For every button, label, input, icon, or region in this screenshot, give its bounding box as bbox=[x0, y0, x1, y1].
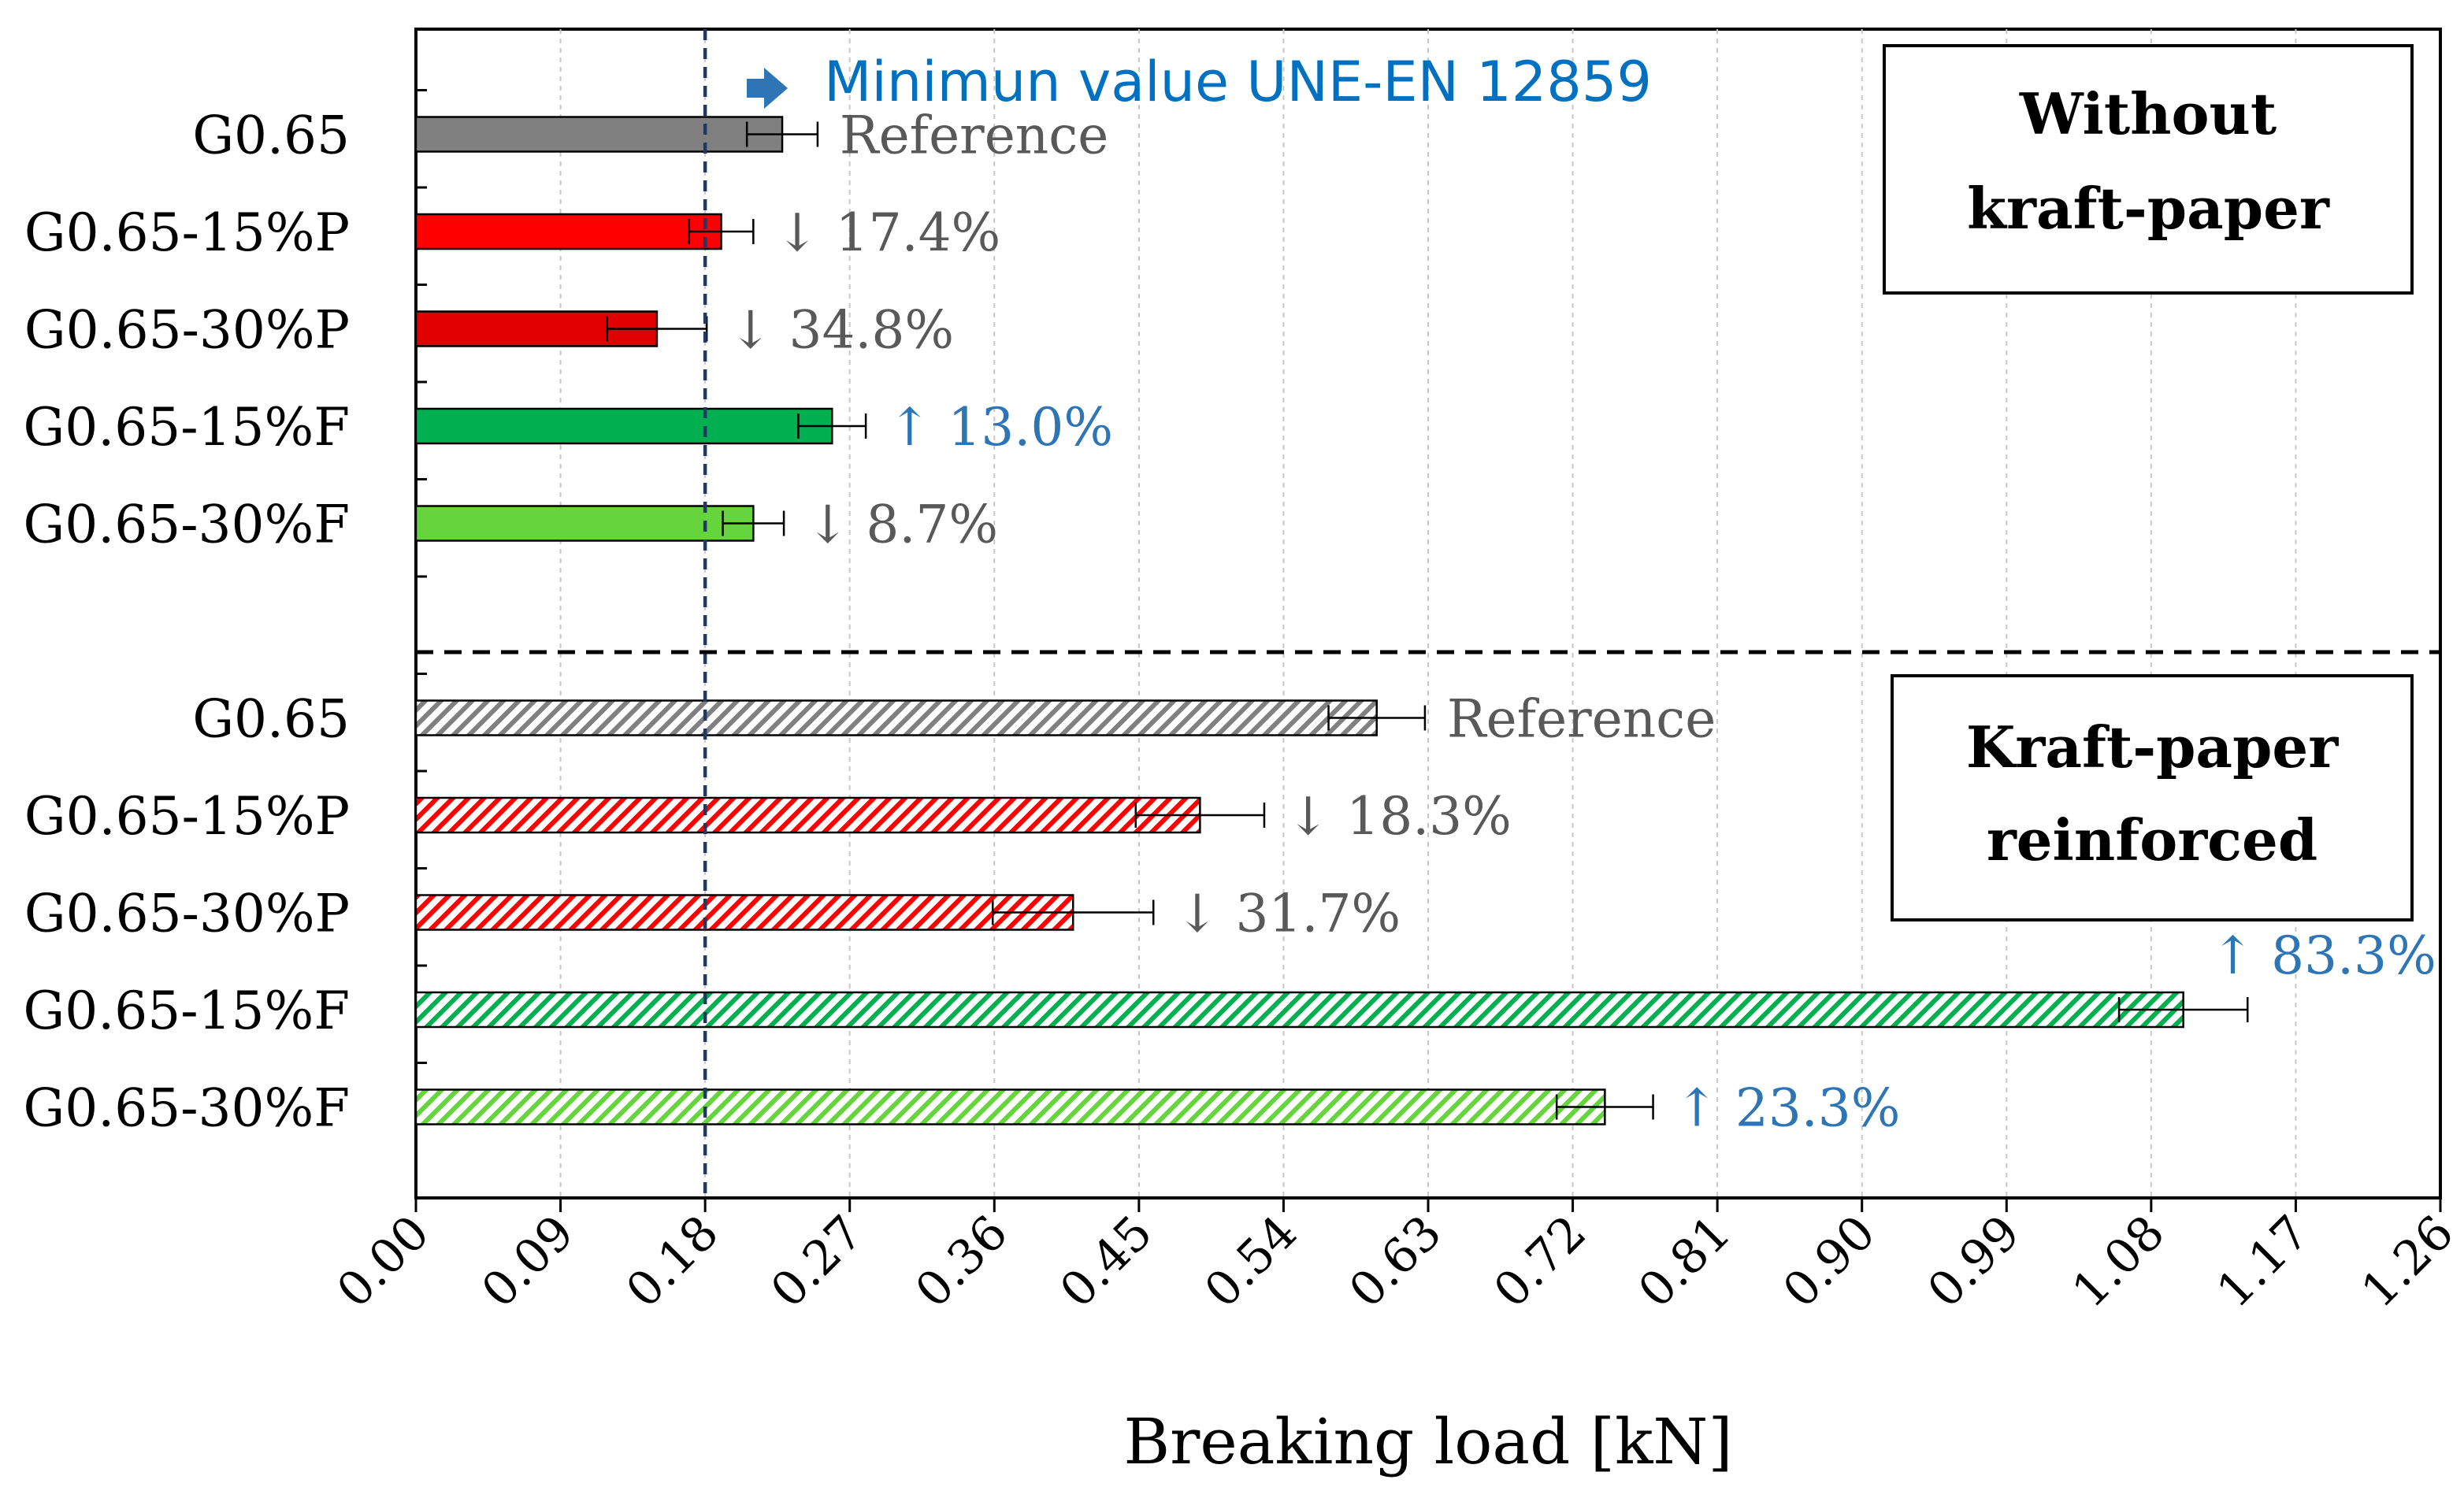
x-axis-title: Breaking load [kN] bbox=[1123, 1405, 1732, 1478]
bar-G0.65 bbox=[414, 699, 1378, 736]
bar-G0.65-30%F bbox=[414, 505, 755, 542]
x-tick-label: 0.81 bbox=[1628, 1205, 1742, 1318]
bar-G0.65-15%P bbox=[414, 213, 722, 250]
bar-annotation: ↓ 34.8% bbox=[729, 300, 954, 361]
group-box-line2: kraft-paper bbox=[1967, 175, 2330, 242]
bar-G0.65-15%F bbox=[414, 407, 833, 445]
x-tick-label: 1.26 bbox=[2351, 1205, 2464, 1318]
bar-series bbox=[414, 116, 2249, 1125]
reference-label: Minimun value UNE-EN 12859 bbox=[824, 50, 1652, 114]
x-tick-label: 0.99 bbox=[1917, 1205, 2031, 1318]
category-label: G0.65 bbox=[192, 106, 350, 166]
group-box-line2: reinforced bbox=[1987, 806, 2317, 873]
group-box-line1: Kraft-paper bbox=[1966, 714, 2339, 781]
x-tick-label: 0.90 bbox=[1772, 1205, 1886, 1318]
bar-G0.65 bbox=[414, 116, 784, 153]
x-tick-label: 0.09 bbox=[471, 1205, 584, 1318]
x-tick-label: 0.00 bbox=[327, 1205, 440, 1318]
bar-annotation: ↓ 18.3% bbox=[1286, 786, 1512, 847]
bar-annotation: ↑ 83.3% bbox=[2211, 925, 2436, 986]
category-label: G0.65-30%F bbox=[24, 1078, 350, 1139]
bar-G0.65-15%F bbox=[414, 991, 2184, 1029]
x-tick-label: 0.27 bbox=[760, 1205, 874, 1318]
bar-G0.65-30%F bbox=[414, 1088, 1606, 1125]
bar-annotation: Reference bbox=[1447, 689, 1716, 750]
bar-G0.65-30%P bbox=[414, 894, 1074, 931]
category-label: G0.65-15%P bbox=[24, 786, 350, 847]
x-tick-label: 0.72 bbox=[1483, 1205, 1597, 1318]
x-tick-label: 1.08 bbox=[2062, 1205, 2176, 1318]
category-label: G0.65 bbox=[192, 689, 350, 750]
arrow-right-icon bbox=[747, 68, 788, 109]
category-label: G0.65-30%P bbox=[24, 300, 350, 361]
x-tick-label: 0.18 bbox=[616, 1205, 729, 1318]
bar-annotation: ↑ 13.0% bbox=[888, 397, 1113, 458]
group-box-kraft-reinforced: Kraft-paper reinforced bbox=[1891, 674, 2414, 921]
x-tick-label: 0.45 bbox=[1050, 1205, 1163, 1318]
category-label: G0.65-30%F bbox=[24, 495, 350, 555]
x-tick-label: 0.36 bbox=[905, 1205, 1019, 1318]
bar-annotation: ↓ 8.7% bbox=[806, 495, 998, 555]
x-tick-label: 1.17 bbox=[2206, 1205, 2320, 1318]
bar-annotation: ↑ 23.3% bbox=[1675, 1078, 1901, 1139]
category-label: G0.65-15%F bbox=[24, 981, 350, 1041]
bar-G0.65-15%P bbox=[414, 796, 1201, 834]
category-labels: G0.65 Reference G0.65-15%P ↓ 17.4% G0.65-30%… bbox=[24, 106, 2436, 1139]
bar-annotation: ↓ 31.7% bbox=[1175, 884, 1401, 944]
category-label: G0.65-30%P bbox=[24, 884, 350, 944]
category-label: G0.65-15%F bbox=[24, 397, 350, 458]
x-tick-label: 0.54 bbox=[1194, 1205, 1308, 1318]
group-box-line1: Without bbox=[2019, 80, 2277, 147]
reference-legend: Minimun value UNE-EN 12859 bbox=[747, 50, 1652, 114]
category-label: G0.65-15%P bbox=[24, 202, 350, 263]
x-tick-label: 0.63 bbox=[1339, 1205, 1453, 1318]
bar-annotation: Reference bbox=[840, 106, 1108, 166]
bar-annotation: ↓ 17.4% bbox=[775, 202, 1000, 263]
group-box-without-kraft: Without kraft-paper bbox=[1883, 44, 2414, 295]
